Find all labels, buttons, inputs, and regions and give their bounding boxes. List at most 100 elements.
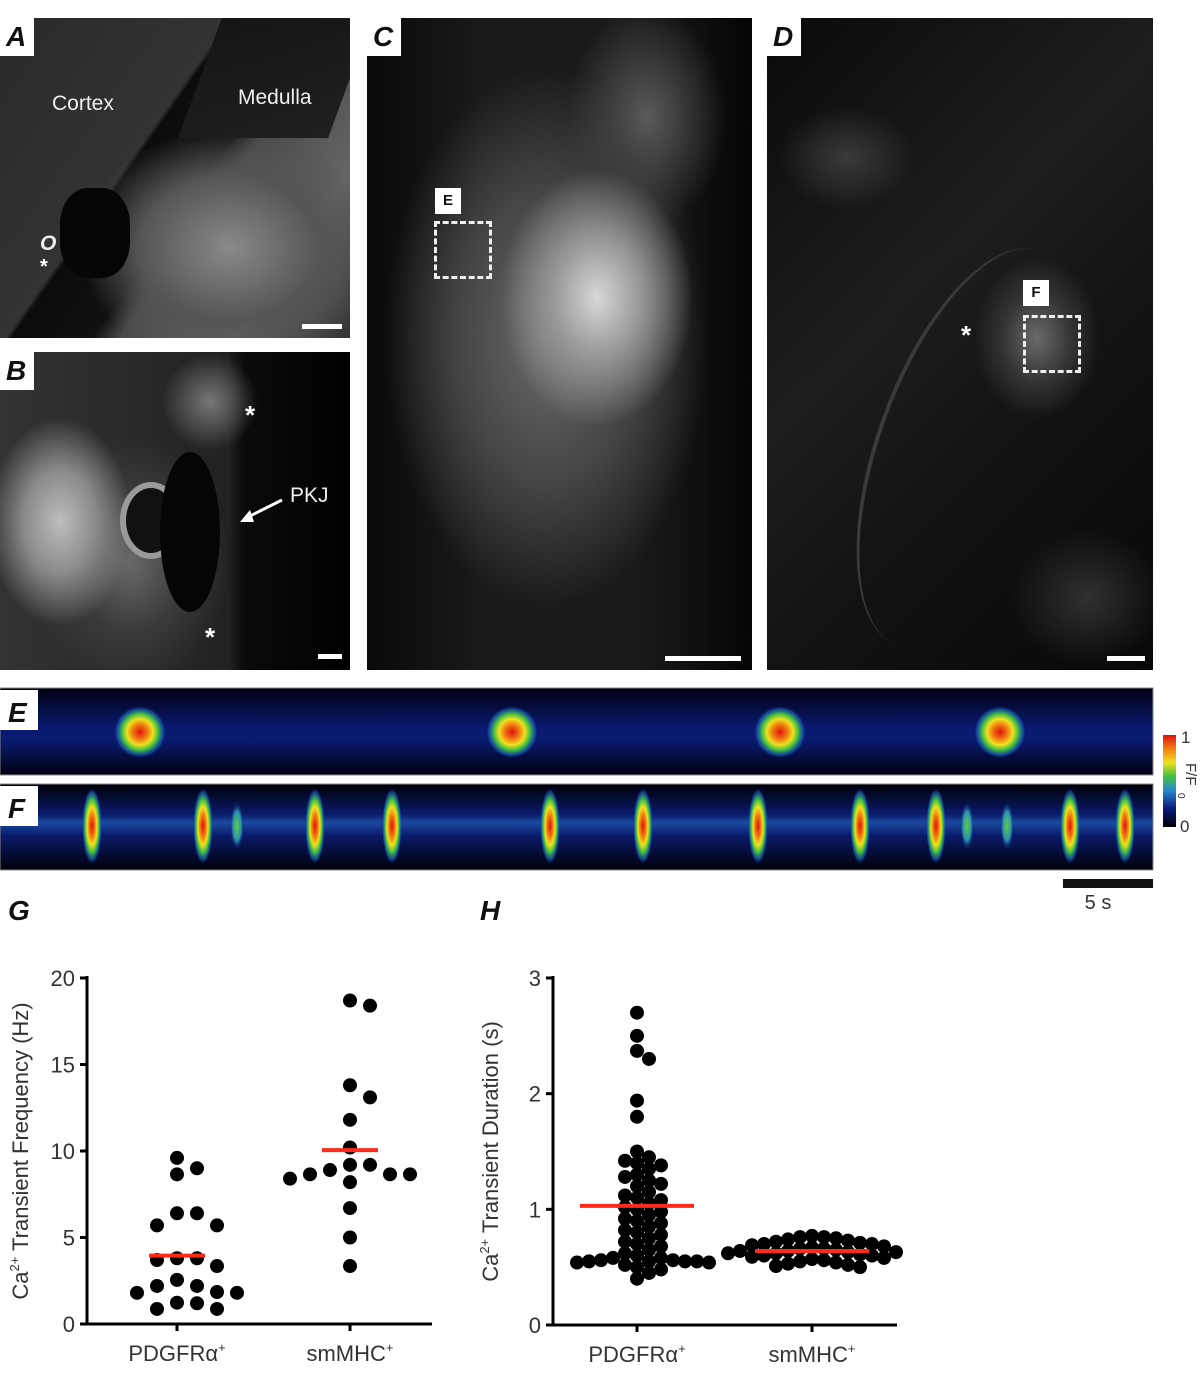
panel-label-a: A (0, 18, 35, 56)
frequency-dot-plot: 0 5 10 15 20 Ca2+ Transient Frequency (Hz) PDG… (7, 966, 432, 1366)
data-point (170, 1206, 184, 1221)
data-point (642, 1051, 656, 1066)
time-scale-bar (1063, 879, 1153, 888)
data-point (170, 1251, 184, 1266)
data-point (630, 1179, 644, 1194)
data-point (150, 1301, 164, 1316)
data-point (303, 1167, 317, 1182)
scale-bar (1107, 656, 1145, 661)
data-point (642, 1219, 656, 1234)
colorbar-max-label: 1 (1181, 728, 1190, 747)
duration-dot-plot: 0 1 2 3 Ca2+ Transient Duration (s) PDGFRα+ sm… (477, 966, 903, 1367)
data-point (793, 1230, 807, 1245)
data-point (805, 1252, 819, 1267)
data-point (630, 1028, 644, 1043)
data-point (170, 1295, 184, 1310)
label-medulla: Medulla (238, 86, 312, 109)
calcium-event-e (974, 706, 1026, 758)
data-point (817, 1230, 831, 1245)
panel-label-h: H (480, 895, 501, 926)
data-point (343, 1078, 357, 1093)
data-point (630, 1248, 644, 1263)
data-point (781, 1256, 795, 1271)
data-point (403, 1167, 417, 1182)
data-point (654, 1250, 668, 1265)
colorbar-min-label: 0 (1180, 817, 1189, 836)
data-point (630, 1109, 644, 1124)
data-point (618, 1169, 632, 1184)
y-axis-label: Ca2+ Transient Duration (s) (477, 1021, 503, 1282)
calcium-event-e (114, 706, 166, 758)
micrograph-b: B * * PKJ (0, 352, 350, 670)
data-point (283, 1171, 297, 1186)
asterisk-marker: * (205, 622, 216, 652)
data-point (618, 1246, 632, 1261)
data-point (570, 1255, 584, 1270)
y-tick-label: 0 (63, 1312, 75, 1337)
marker-o: O (40, 232, 57, 255)
data-point (618, 1257, 632, 1272)
linescan-panels: E F 1 0 F/F 0 5 s (0, 687, 1199, 914)
data-point (642, 1150, 656, 1165)
data-point (363, 1157, 377, 1172)
data-point (721, 1246, 735, 1261)
data-point (690, 1254, 704, 1269)
data-point (343, 1157, 357, 1172)
calcium-event-f (305, 788, 325, 864)
data-point (654, 1158, 668, 1173)
data-point (343, 993, 357, 1008)
calcium-event-f (850, 788, 870, 864)
scale-bar (318, 654, 342, 659)
roi-label-f: F (1023, 280, 1049, 306)
data-point (642, 1161, 656, 1176)
data-point (654, 1239, 668, 1254)
y-tick-label: 3 (529, 966, 541, 991)
data-point (853, 1260, 867, 1275)
y-tick-label: 10 (51, 1139, 75, 1164)
data-point (210, 1284, 224, 1299)
data-point (769, 1234, 783, 1249)
linescan-f (0, 783, 1154, 871)
data-point (889, 1245, 903, 1260)
data-point (841, 1257, 855, 1272)
calcium-event-f (926, 788, 946, 864)
data-point (343, 1140, 357, 1155)
time-scale-label: 5 s (1085, 892, 1112, 914)
data-point (190, 1296, 204, 1311)
data-point (630, 1043, 644, 1058)
data-point (654, 1216, 668, 1231)
y-tick-label: 5 (63, 1226, 75, 1251)
data-point (618, 1223, 632, 1238)
calcium-event-f (633, 788, 653, 864)
calcium-event-f (960, 802, 974, 850)
data-point (210, 1259, 224, 1274)
data-point (642, 1242, 656, 1257)
data-point (642, 1254, 656, 1269)
data-point (343, 1112, 357, 1127)
data-point (363, 1090, 377, 1105)
data-point (642, 1231, 656, 1246)
data-point (745, 1238, 759, 1253)
label-cortex: Cortex (52, 92, 114, 115)
data-point (363, 998, 377, 1013)
data-point (190, 1161, 204, 1176)
data-point (130, 1285, 144, 1300)
panel-label-e: E (8, 697, 28, 728)
data-point (343, 1259, 357, 1274)
scale-bar (665, 656, 741, 661)
panel-label-c: C (367, 18, 402, 56)
data-point (190, 1278, 204, 1293)
data-point (210, 1218, 224, 1233)
roi-box-f (1023, 315, 1081, 373)
data-point (323, 1163, 337, 1178)
calcium-event-f (230, 802, 244, 850)
x-tick-label: PDGFRα+ (128, 1340, 225, 1366)
data-point (383, 1167, 397, 1182)
data-point (630, 1225, 644, 1240)
data-point (630, 1093, 644, 1108)
data-point (170, 1167, 184, 1182)
data-point (666, 1253, 680, 1268)
data-point (642, 1208, 656, 1223)
data-point (630, 1190, 644, 1205)
data-point (630, 1237, 644, 1252)
